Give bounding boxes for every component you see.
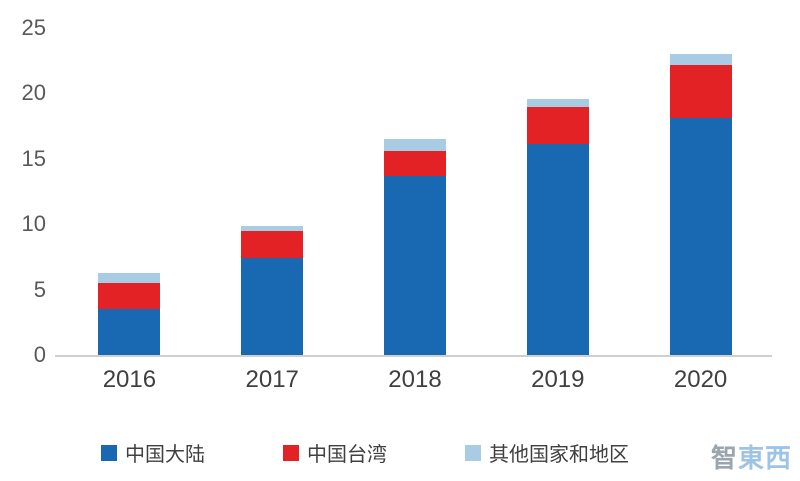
plot-area (58, 28, 772, 355)
legend-item: 其他国家和地区 (465, 438, 629, 467)
bar-2017 (241, 225, 304, 355)
x-axis-labels: 2016 2017 2018 2019 2020 (58, 366, 772, 394)
bar-slot-2016 (58, 28, 201, 355)
bar-segment-中国台湾 (526, 106, 589, 145)
bar-segment-其他国家和地区 (526, 98, 589, 107)
x-axis-line (55, 355, 772, 357)
legend-item: 中国大陆 (101, 438, 205, 467)
y-tick-label: 15 (21, 145, 46, 171)
bar-2019 (526, 98, 589, 355)
bar-slot-2020 (629, 28, 772, 355)
bar-segment-中国大陆 (98, 309, 161, 355)
bar-segment-中国台湾 (98, 283, 161, 310)
y-tick-label: 0 (33, 342, 46, 367)
legend-swatch (465, 444, 481, 461)
bar-segment-其他国家和地区 (98, 272, 161, 284)
bar-segment-中国台湾 (669, 64, 732, 119)
bar-segment-其他国家和地区 (383, 139, 446, 151)
bar-segment-中国大陆 (383, 175, 446, 355)
bar-segment-中国大陆 (669, 118, 732, 355)
bar-segment-中国台湾 (241, 230, 304, 259)
legend-item: 中国台湾 (283, 438, 387, 467)
x-tick-label: 2019 (531, 366, 585, 393)
bar-slot-2017 (201, 28, 344, 355)
y-tick-label: 10 (21, 211, 46, 237)
y-tick-label: 25 (21, 15, 46, 40)
bar-slot-2018 (344, 28, 487, 355)
bar-2020 (669, 54, 732, 355)
bar-segment-中国大陆 (241, 258, 304, 355)
bar-segment-其他国家和地区 (241, 225, 304, 231)
watermark-logo: 智東西 (711, 438, 792, 475)
bar-2018 (383, 139, 446, 355)
watermark-text-gray: 智 (710, 443, 738, 473)
x-tick-label: 2017 (245, 366, 299, 393)
legend-swatch (101, 444, 117, 461)
bar-segment-其他国家和地区 (669, 54, 732, 65)
bars-row (58, 28, 772, 355)
x-tick-label: 2020 (673, 366, 728, 393)
watermark-text-blue: 東西 (737, 443, 792, 473)
bar-2016 (98, 272, 161, 355)
y-tick-label: 20 (21, 80, 46, 106)
x-tick-label: 2016 (102, 366, 157, 393)
bar-segment-中国台湾 (383, 150, 446, 176)
bar-slot-2019 (486, 28, 629, 355)
y-tick-label: 5 (33, 276, 46, 302)
y-axis: 0 5 10 15 20 25 (0, 15, 46, 367)
legend-label: 其他国家和地区 (489, 444, 629, 466)
x-tick-label: 2018 (388, 366, 442, 393)
legend-swatch (283, 444, 299, 461)
legend-label: 中国台湾 (307, 444, 387, 466)
legend: 中国大陆 中国台湾 其他国家和地区 (0, 438, 730, 467)
bar-segment-中国大陆 (526, 144, 589, 355)
legend-label: 中国大陆 (125, 444, 205, 466)
